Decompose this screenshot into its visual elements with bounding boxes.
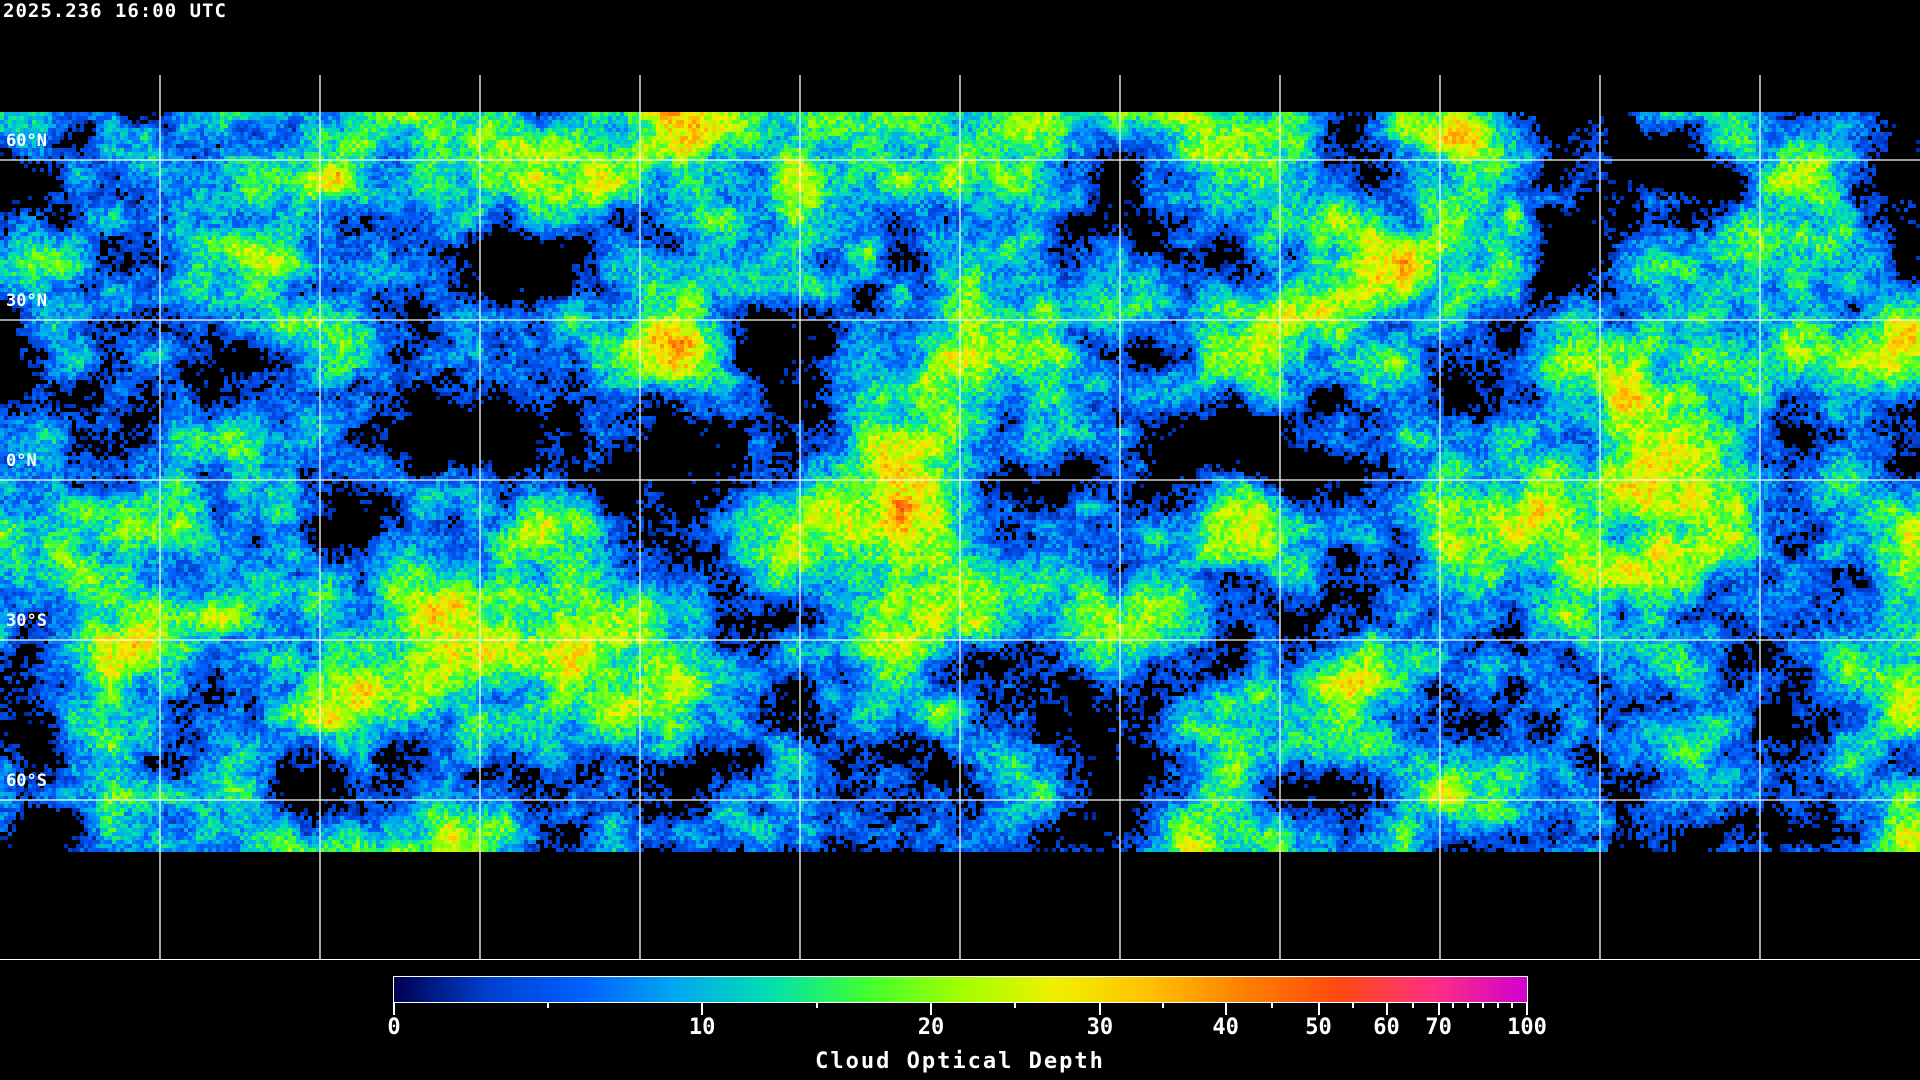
colorbar-major-tick — [1098, 1003, 1101, 1015]
lat-label-60s: 60°S — [6, 771, 47, 791]
colorbar-tick-label: 40 — [1212, 1015, 1239, 1040]
timestamp-label: 2025.236 16:00 UTC — [3, 0, 227, 22]
colorbar-tick-label: 10 — [688, 1015, 716, 1040]
colorbar-minor-tick — [1496, 1003, 1499, 1008]
colorbar-tick-label: 0 — [387, 1015, 401, 1040]
colorbar-title: Cloud Optical Depth — [815, 1049, 1105, 1074]
colorbar-major-tick — [701, 1003, 704, 1015]
map-bottom-border — [0, 959, 1920, 960]
colorbar-minor-tick — [1014, 1003, 1017, 1008]
colorbar-tick-label: 100 — [1507, 1015, 1547, 1040]
colorbar-minor-tick — [1351, 1003, 1354, 1008]
colorbar-minor-tick — [815, 1003, 818, 1008]
colorbar-major-tick — [1437, 1003, 1440, 1015]
colorbar-minor-tick — [1411, 1003, 1414, 1008]
colorbar-tick-label: 30 — [1086, 1015, 1114, 1040]
colorbar-minor-tick — [1452, 1003, 1455, 1008]
colorbar-minor-tick — [1467, 1003, 1470, 1008]
colorbar-tick-label: 70 — [1425, 1015, 1452, 1040]
colorbar-tick-label: 50 — [1305, 1015, 1332, 1040]
colorbar-tick-label: 20 — [917, 1015, 945, 1040]
colorbar-major-tick — [1385, 1003, 1388, 1015]
colorbar-minor-tick — [1271, 1003, 1274, 1008]
colorbar-minor-tick — [1481, 1003, 1484, 1008]
colorbar-minor-tick — [1161, 1003, 1164, 1008]
lat-label-30s: 30°S — [6, 611, 47, 631]
colorbar-major-tick — [393, 1003, 395, 1015]
lat-label-0n: 0°N — [6, 451, 37, 471]
lat-label-30n: 30°N — [6, 291, 47, 311]
colorbar-tick-label: 60 — [1373, 1015, 1400, 1040]
colorbar-major-tick — [1526, 1003, 1528, 1015]
colorbar-minor-tick — [1511, 1003, 1514, 1008]
colorbar — [393, 976, 1528, 1003]
colorbar-minor-tick — [547, 1003, 550, 1008]
map-gridlines — [0, 75, 1920, 960]
colorbar-major-tick — [1317, 1003, 1320, 1015]
colorbar-major-tick — [930, 1003, 933, 1015]
lat-label-60n: 60°N — [6, 131, 47, 151]
colorbar-major-tick — [1224, 1003, 1227, 1015]
